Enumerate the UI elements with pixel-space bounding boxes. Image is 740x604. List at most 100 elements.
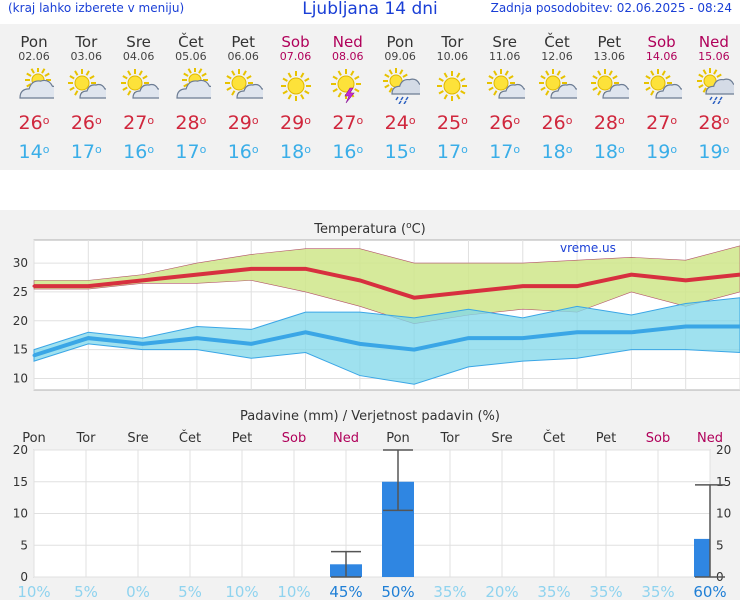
max-temp-point xyxy=(467,290,470,293)
weather-icon-slot xyxy=(374,68,426,108)
max-temp-point xyxy=(413,296,416,299)
sun-cloud-icon xyxy=(537,68,577,104)
max-temp: 25o xyxy=(426,108,478,138)
min-temp: 19o xyxy=(688,138,740,166)
degree-sign: o xyxy=(618,114,625,127)
y-tick-label: 15 xyxy=(13,343,28,357)
day-date: 11.06 xyxy=(479,50,531,64)
precip-day-label: Sob xyxy=(646,431,670,446)
min-temp-value: 16 xyxy=(228,141,252,163)
min-temp-value: 14 xyxy=(19,141,43,163)
precip-probability-label: 10% xyxy=(17,583,50,600)
max-temp-value: 29 xyxy=(280,112,304,134)
min-temp-point xyxy=(630,331,633,334)
precip-probability-label: 5% xyxy=(178,583,202,600)
degree-sign: o xyxy=(252,114,259,127)
sun-thunder-icon xyxy=(328,68,368,104)
min-temp: 16o xyxy=(322,138,374,166)
sun-cloud-icon xyxy=(119,68,159,104)
min-temp-value: 17 xyxy=(489,141,513,163)
min-temp-point xyxy=(33,354,36,357)
max-temp-value: 28 xyxy=(175,112,199,134)
day-date: 07.06 xyxy=(270,50,322,64)
sun-icon xyxy=(276,68,316,104)
max-temp-point xyxy=(358,279,361,282)
max-temp: 24o xyxy=(374,108,426,138)
degree-sign: o xyxy=(200,114,207,127)
max-temp-point xyxy=(630,273,633,276)
watermark-text: vreme.us xyxy=(560,241,616,255)
precip-day-label: Tor xyxy=(75,431,96,446)
max-temp: 29o xyxy=(217,108,269,138)
precip-day-label: Pet xyxy=(596,431,616,446)
min-temp-value: 17 xyxy=(175,141,199,163)
max-temp: 26o xyxy=(8,108,60,138)
day-date: 12.06 xyxy=(531,50,583,64)
precip-day-label: Ned xyxy=(333,431,359,446)
day-date: 02.06 xyxy=(8,50,60,64)
max-temp: 26o xyxy=(60,108,112,138)
precip-probability-label: 10% xyxy=(225,583,258,600)
temperature-chart-title: Temperatura (oC) xyxy=(313,221,425,237)
max-temp: 29o xyxy=(270,108,322,138)
min-temp: 17o xyxy=(426,138,478,166)
day-date: 14.06 xyxy=(636,50,688,64)
day-name: Pon xyxy=(374,34,426,50)
degree-sign: o xyxy=(95,114,102,127)
precip-probability-label: 35% xyxy=(589,583,622,600)
min-temp: 17o xyxy=(60,138,112,166)
y-tick-label-left: 5 xyxy=(20,538,28,552)
min-temp: 14o xyxy=(8,138,60,166)
degree-sign: o xyxy=(147,143,154,156)
degree-sign: o xyxy=(461,143,468,156)
day-name: Pon xyxy=(8,34,60,50)
precip-probability-label: 0% xyxy=(126,583,150,600)
max-temp-point xyxy=(576,285,579,288)
precip-probability-label: 20% xyxy=(485,583,518,600)
weather-icon-slot xyxy=(113,68,165,108)
day-name: Ned xyxy=(688,34,740,50)
max-temp-value: 26 xyxy=(489,112,513,134)
min-temp-value: 18 xyxy=(542,141,566,163)
degree-sign: o xyxy=(618,143,625,156)
min-temp: 18o xyxy=(270,138,322,166)
min-temp-point xyxy=(358,342,361,345)
day-name: Sob xyxy=(636,34,688,50)
degree-sign: o xyxy=(670,114,677,127)
max-temp: 27o xyxy=(113,108,165,138)
min-temp: 16o xyxy=(217,138,269,166)
precip-day-label: Tor xyxy=(439,431,460,446)
precip-day-label: Čet xyxy=(179,430,201,446)
max-temp-value: 28 xyxy=(698,112,722,134)
partly-cloudy-icon xyxy=(171,68,211,104)
sun-cloud-icon xyxy=(66,68,106,104)
sun-cloud-icon xyxy=(589,68,629,104)
max-temp: 26o xyxy=(479,108,531,138)
min-temp: 19o xyxy=(636,138,688,166)
day-name: Sob xyxy=(270,34,322,50)
weather-icon-slot xyxy=(636,68,688,108)
y-tick-label-left: 20 xyxy=(13,443,28,457)
precip-day-label: Čet xyxy=(543,430,565,446)
max-temp-value: 27 xyxy=(332,112,356,134)
max-temp: 28o xyxy=(688,108,740,138)
y-tick-label-right: 10 xyxy=(716,507,731,521)
title-unit: C) xyxy=(412,222,426,237)
degree-sign: o xyxy=(252,143,259,156)
min-temp-value: 17 xyxy=(437,141,461,163)
title-text: Temperatura ( xyxy=(313,222,406,237)
max-temp-point xyxy=(141,279,144,282)
min-temp-value: 19 xyxy=(646,141,670,163)
day-date: 13.06 xyxy=(583,50,635,64)
max-temp-point xyxy=(304,267,307,270)
degree-sign: o xyxy=(43,143,50,156)
spacer xyxy=(0,170,740,186)
day-date: 05.06 xyxy=(165,50,217,64)
max-temp-point xyxy=(195,273,198,276)
degree-sign: o xyxy=(461,114,468,127)
day-name: Pet xyxy=(217,34,269,50)
precipitation-chart-title: Padavine (mm) / Verjetnost padavin (%) xyxy=(240,409,500,424)
